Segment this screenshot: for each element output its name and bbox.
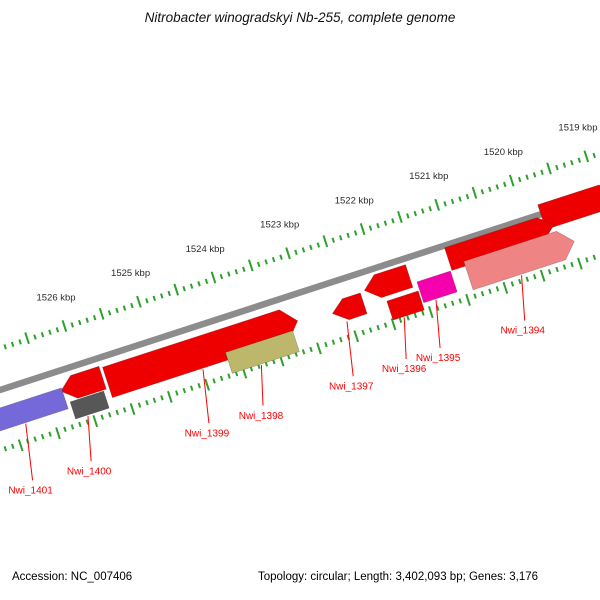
gene-leader-line	[403, 317, 407, 360]
genome-backbone	[0, 191, 600, 394]
gene-leader-line	[25, 423, 34, 481]
page-title: Nitrobacter winogradskyi Nb-255, complet…	[144, 10, 456, 25]
ruler-label-1523: 1523 kbp	[260, 220, 299, 231]
gene-label-Nwi_1398[interactable]: Nwi_1398	[239, 411, 284, 422]
gene-leader-line	[260, 364, 264, 406]
gene-label-Nwi_1396[interactable]: Nwi_1396	[382, 364, 427, 375]
gene-track	[0, 184, 600, 434]
ruler-ticks	[3, 150, 600, 452]
gene-label-Nwi_1399[interactable]: Nwi_1399	[185, 428, 230, 439]
gene-glyph-Nwi_1401[interactable]	[0, 387, 69, 434]
gene-glyph-Nwi_1396[interactable]	[386, 290, 425, 321]
genome-stats-text: Topology: circular; Length: 3,402,093 bp…	[258, 571, 539, 583]
ruler-label-1520: 1520 kbp	[484, 147, 523, 158]
gene-leader-line	[346, 321, 354, 377]
gene-label-Nwi_1395[interactable]: Nwi_1395	[416, 353, 461, 364]
gene-label-Nwi_1394[interactable]: Nwi_1394	[500, 326, 545, 337]
ruler-label-1525: 1525 kbp	[111, 268, 150, 279]
gene-glyph-Nwi_1395[interactable]	[416, 270, 458, 304]
gene-leader-line	[202, 369, 210, 424]
gene-glyph-Nwi_1399[interactable]	[102, 309, 298, 398]
gene-glyph-Nwi_1400[interactable]	[69, 390, 110, 420]
gene-glyph-unnamed[interactable]	[60, 365, 107, 399]
ruler-labels: 1519 kbp 1520 kbp 1521 kbp 1522 kbp 1523 kbp…	[36, 123, 597, 304]
ruler-label-1522: 1522 kbp	[335, 195, 374, 206]
gene-glyph-unnamed[interactable]	[444, 217, 555, 271]
ruler-label-1524: 1524 kbp	[186, 244, 225, 255]
gene-label-Nwi_1401[interactable]: Nwi_1401	[8, 486, 53, 497]
gene-label-Nwi_1400[interactable]: Nwi_1400	[67, 467, 112, 478]
gene-label-Nwi_1397[interactable]: Nwi_1397	[329, 381, 374, 392]
ruler-label-1526: 1526 kbp	[36, 292, 75, 303]
gene-leader-line	[87, 416, 92, 462]
ruler-label-1519: 1519 kbp	[558, 123, 597, 134]
accession-text: Accession: NC_007406	[12, 571, 133, 583]
gene-leader-line	[435, 299, 441, 348]
gene-glyph-Nwi_1394[interactable]	[463, 230, 575, 291]
gene-glyph-unnamed[interactable]	[363, 264, 414, 298]
gene-glyph-Nwi_1397[interactable]	[331, 292, 368, 321]
gene-glyph-Nwi_1398[interactable]	[225, 330, 300, 374]
ruler-label-1521: 1521 kbp	[409, 171, 448, 182]
gene-leader-line	[521, 275, 526, 321]
